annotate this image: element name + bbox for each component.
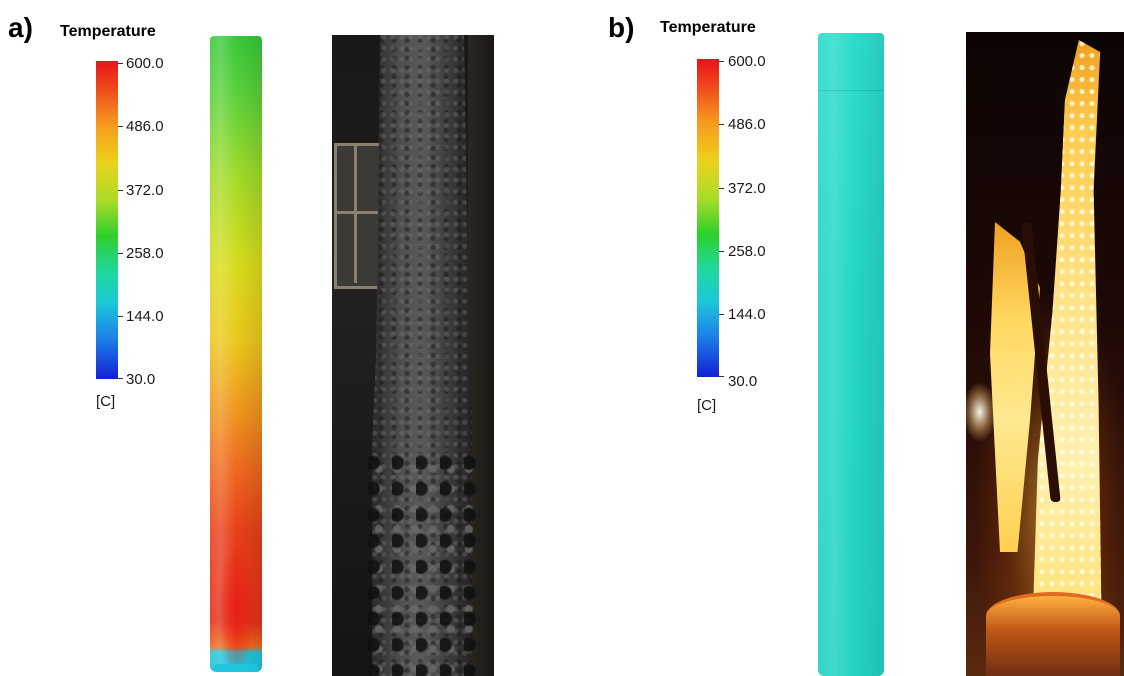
- panel-b-tick-144: 144.0: [728, 306, 766, 323]
- panel-a-base-dot: [214, 664, 258, 672]
- charred-lumps: [368, 455, 478, 676]
- tick-mark: [719, 251, 724, 252]
- panel-b-label: b): [608, 12, 635, 43]
- crucible-base: [986, 592, 1120, 676]
- panel-b-legend-title: Temperature: [660, 19, 756, 36]
- panel-a-colorbar: [96, 61, 118, 379]
- window-divider: [336, 211, 378, 214]
- tick-mark: [118, 190, 123, 191]
- panel-a-simulation-column: [210, 36, 262, 672]
- panel-a-legend-title: Temperature: [60, 23, 156, 40]
- panel-a-tick-372: 372.0: [126, 182, 164, 199]
- tick-mark: [719, 314, 724, 315]
- panel-a-tick-486: 486.0: [126, 118, 164, 135]
- tick-mark: [118, 253, 123, 254]
- window-divider: [354, 145, 357, 283]
- panel-b-photo: [966, 32, 1124, 676]
- panel-a-label: a): [8, 12, 33, 43]
- panel-b-tick-372: 372.0: [728, 180, 766, 197]
- panel-b-colorbar: [697, 59, 719, 377]
- light-flare-icon: [966, 382, 1000, 442]
- panel-b-tick-600: 600.0: [728, 53, 766, 70]
- cylinder-seam: [818, 90, 884, 91]
- panel-b-unit: [C]: [697, 397, 717, 414]
- panel-a-tick-144: 144.0: [126, 308, 164, 325]
- tick-mark: [118, 63, 123, 64]
- panel-b-tick-486: 486.0: [728, 116, 766, 133]
- panel-b-tick-258: 258.0: [728, 243, 766, 260]
- panel-b-tick-30: 30.0: [728, 373, 758, 390]
- panel-a-unit: [C]: [96, 393, 116, 410]
- tick-mark: [118, 316, 123, 317]
- panel-a-tick-600: 600.0: [126, 55, 164, 72]
- panel-a-tick-258: 258.0: [126, 245, 164, 262]
- panel-a-photo: [332, 35, 494, 676]
- tick-mark: [719, 124, 724, 125]
- window-frame-icon: [334, 143, 384, 289]
- tick-mark: [719, 376, 724, 377]
- tick-mark: [719, 188, 724, 189]
- tick-mark: [719, 61, 724, 62]
- panel-b-simulation-column: [818, 33, 884, 676]
- panel-a-tick-30: 30.0: [126, 371, 156, 388]
- tick-mark: [118, 378, 123, 379]
- tick-mark: [118, 126, 123, 127]
